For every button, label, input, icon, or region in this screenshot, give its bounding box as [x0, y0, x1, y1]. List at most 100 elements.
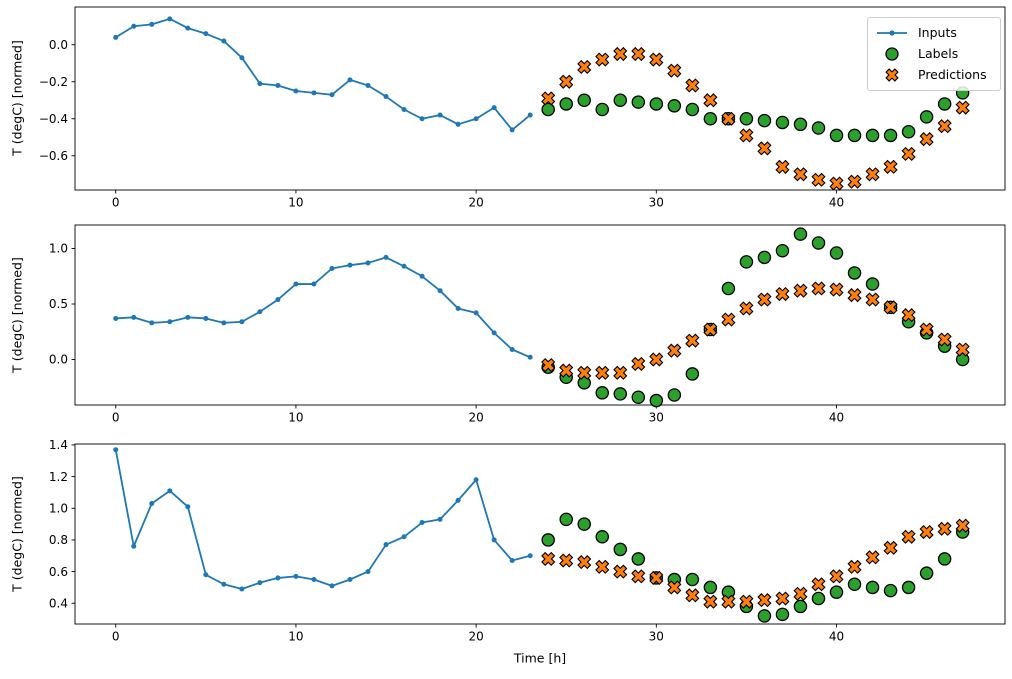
data-point-x — [541, 357, 556, 373]
data-point-x — [577, 59, 592, 75]
data-point-dot — [491, 105, 497, 111]
x-tick-label: 10 — [288, 196, 303, 210]
inputs-series — [113, 16, 533, 133]
data-point-dot — [293, 281, 299, 287]
x-tick-label: 40 — [829, 196, 844, 210]
x-tick-label: 30 — [649, 630, 664, 644]
data-point-x — [613, 564, 628, 579]
y-axis-label-subplot-1: T (degC) [normed] — [9, 40, 25, 156]
data-point-dot — [347, 262, 353, 268]
data-point-x — [937, 332, 952, 347]
data-point-dot — [167, 488, 173, 494]
data-point-x — [703, 93, 718, 108]
data-point-x — [595, 559, 610, 574]
data-point-circle — [541, 533, 555, 547]
x-tick-label: 40 — [829, 630, 844, 644]
data-point-x — [883, 159, 898, 174]
data-point-circle — [865, 128, 880, 143]
y-tick-label: −0.2 — [39, 75, 68, 89]
data-point-x — [955, 518, 970, 533]
data-point-dot — [113, 447, 119, 453]
data-point-dot — [221, 581, 227, 587]
data-point-x — [595, 365, 610, 380]
data-point-circle — [865, 580, 880, 595]
data-point-x — [685, 588, 700, 603]
data-point-dot — [383, 542, 389, 548]
y-tick-label: 0.0 — [49, 353, 68, 367]
data-point-dot — [473, 477, 479, 483]
data-point-x — [757, 292, 772, 307]
legend-label-inputs: Inputs — [918, 24, 957, 40]
data-point-dot — [149, 320, 155, 326]
data-point-x — [793, 167, 808, 182]
data-point-x — [757, 593, 772, 608]
y-tick-label: −0.4 — [39, 112, 68, 126]
data-point-dot — [185, 25, 191, 31]
data-point-x — [559, 74, 574, 89]
data-point-x — [685, 78, 700, 93]
data-point-dot — [347, 77, 353, 83]
x-tick-label: 20 — [468, 196, 483, 210]
labels-series — [541, 227, 970, 408]
x-axis-label: Time [h] — [513, 650, 567, 666]
y-tick-label: 0.8 — [49, 533, 68, 547]
data-point-dot — [149, 501, 155, 507]
data-point-circle — [829, 246, 844, 260]
data-point-x — [577, 365, 592, 380]
data-point-circle — [793, 227, 808, 241]
subplot-3: 0 10 20 30 40 1.4 1.2 1.0 0.8 0.6 0.4 — [49, 438, 1006, 644]
data-point-circle — [649, 393, 664, 408]
legend-item-predictions: Predictions — [875, 65, 993, 85]
data-point-circle — [631, 95, 646, 109]
data-point-circle — [775, 243, 790, 258]
data-point-dot — [203, 315, 209, 321]
labels-series — [541, 86, 970, 143]
data-point-dot — [455, 497, 461, 503]
data-point-dot — [491, 537, 497, 543]
data-point-circle — [685, 367, 700, 381]
data-point-circle — [919, 110, 934, 124]
data-point-circle — [703, 580, 718, 595]
data-point-dot — [203, 572, 209, 578]
data-point-dot — [509, 127, 515, 133]
data-point-circle — [595, 530, 610, 544]
data-point-dot — [401, 263, 407, 269]
data-point-x — [613, 365, 628, 380]
data-point-dot — [401, 534, 407, 540]
x-tick-label: 20 — [468, 630, 483, 644]
y-tick-label: −0.6 — [39, 149, 68, 163]
data-point-x — [937, 119, 952, 134]
data-point-x — [901, 146, 916, 161]
data-point-circle — [775, 607, 790, 622]
data-point-x — [721, 594, 736, 609]
x-tick-label: 20 — [468, 411, 483, 425]
predictions-series — [541, 46, 970, 191]
data-point-dot — [527, 354, 533, 360]
data-point-dot — [329, 583, 335, 589]
data-point-x — [919, 322, 934, 337]
axes-spine — [74, 443, 1006, 625]
data-point-dot — [455, 121, 461, 127]
labels-circle-icon — [885, 47, 899, 61]
data-point-x — [667, 343, 682, 358]
data-point-dot — [437, 516, 443, 522]
x-tick-label: 10 — [288, 411, 303, 425]
data-point-x — [757, 141, 772, 156]
data-point-dot — [239, 586, 245, 592]
data-point-x — [685, 333, 700, 348]
data-point-x — [631, 46, 646, 62]
data-point-dot — [311, 577, 317, 583]
y-tick-label: 1.0 — [49, 242, 68, 256]
data-point-circle — [595, 102, 610, 117]
data-point-circle — [883, 128, 898, 143]
data-point-dot — [473, 116, 479, 122]
data-point-circle — [883, 583, 898, 598]
data-point-circle — [595, 386, 610, 400]
data-point-circle — [649, 97, 664, 111]
data-point-x — [703, 322, 718, 337]
data-point-dot — [203, 31, 209, 37]
data-point-x — [847, 174, 862, 189]
data-point-x — [793, 586, 808, 601]
data-point-dot — [185, 504, 191, 510]
data-point-dot — [437, 112, 443, 118]
